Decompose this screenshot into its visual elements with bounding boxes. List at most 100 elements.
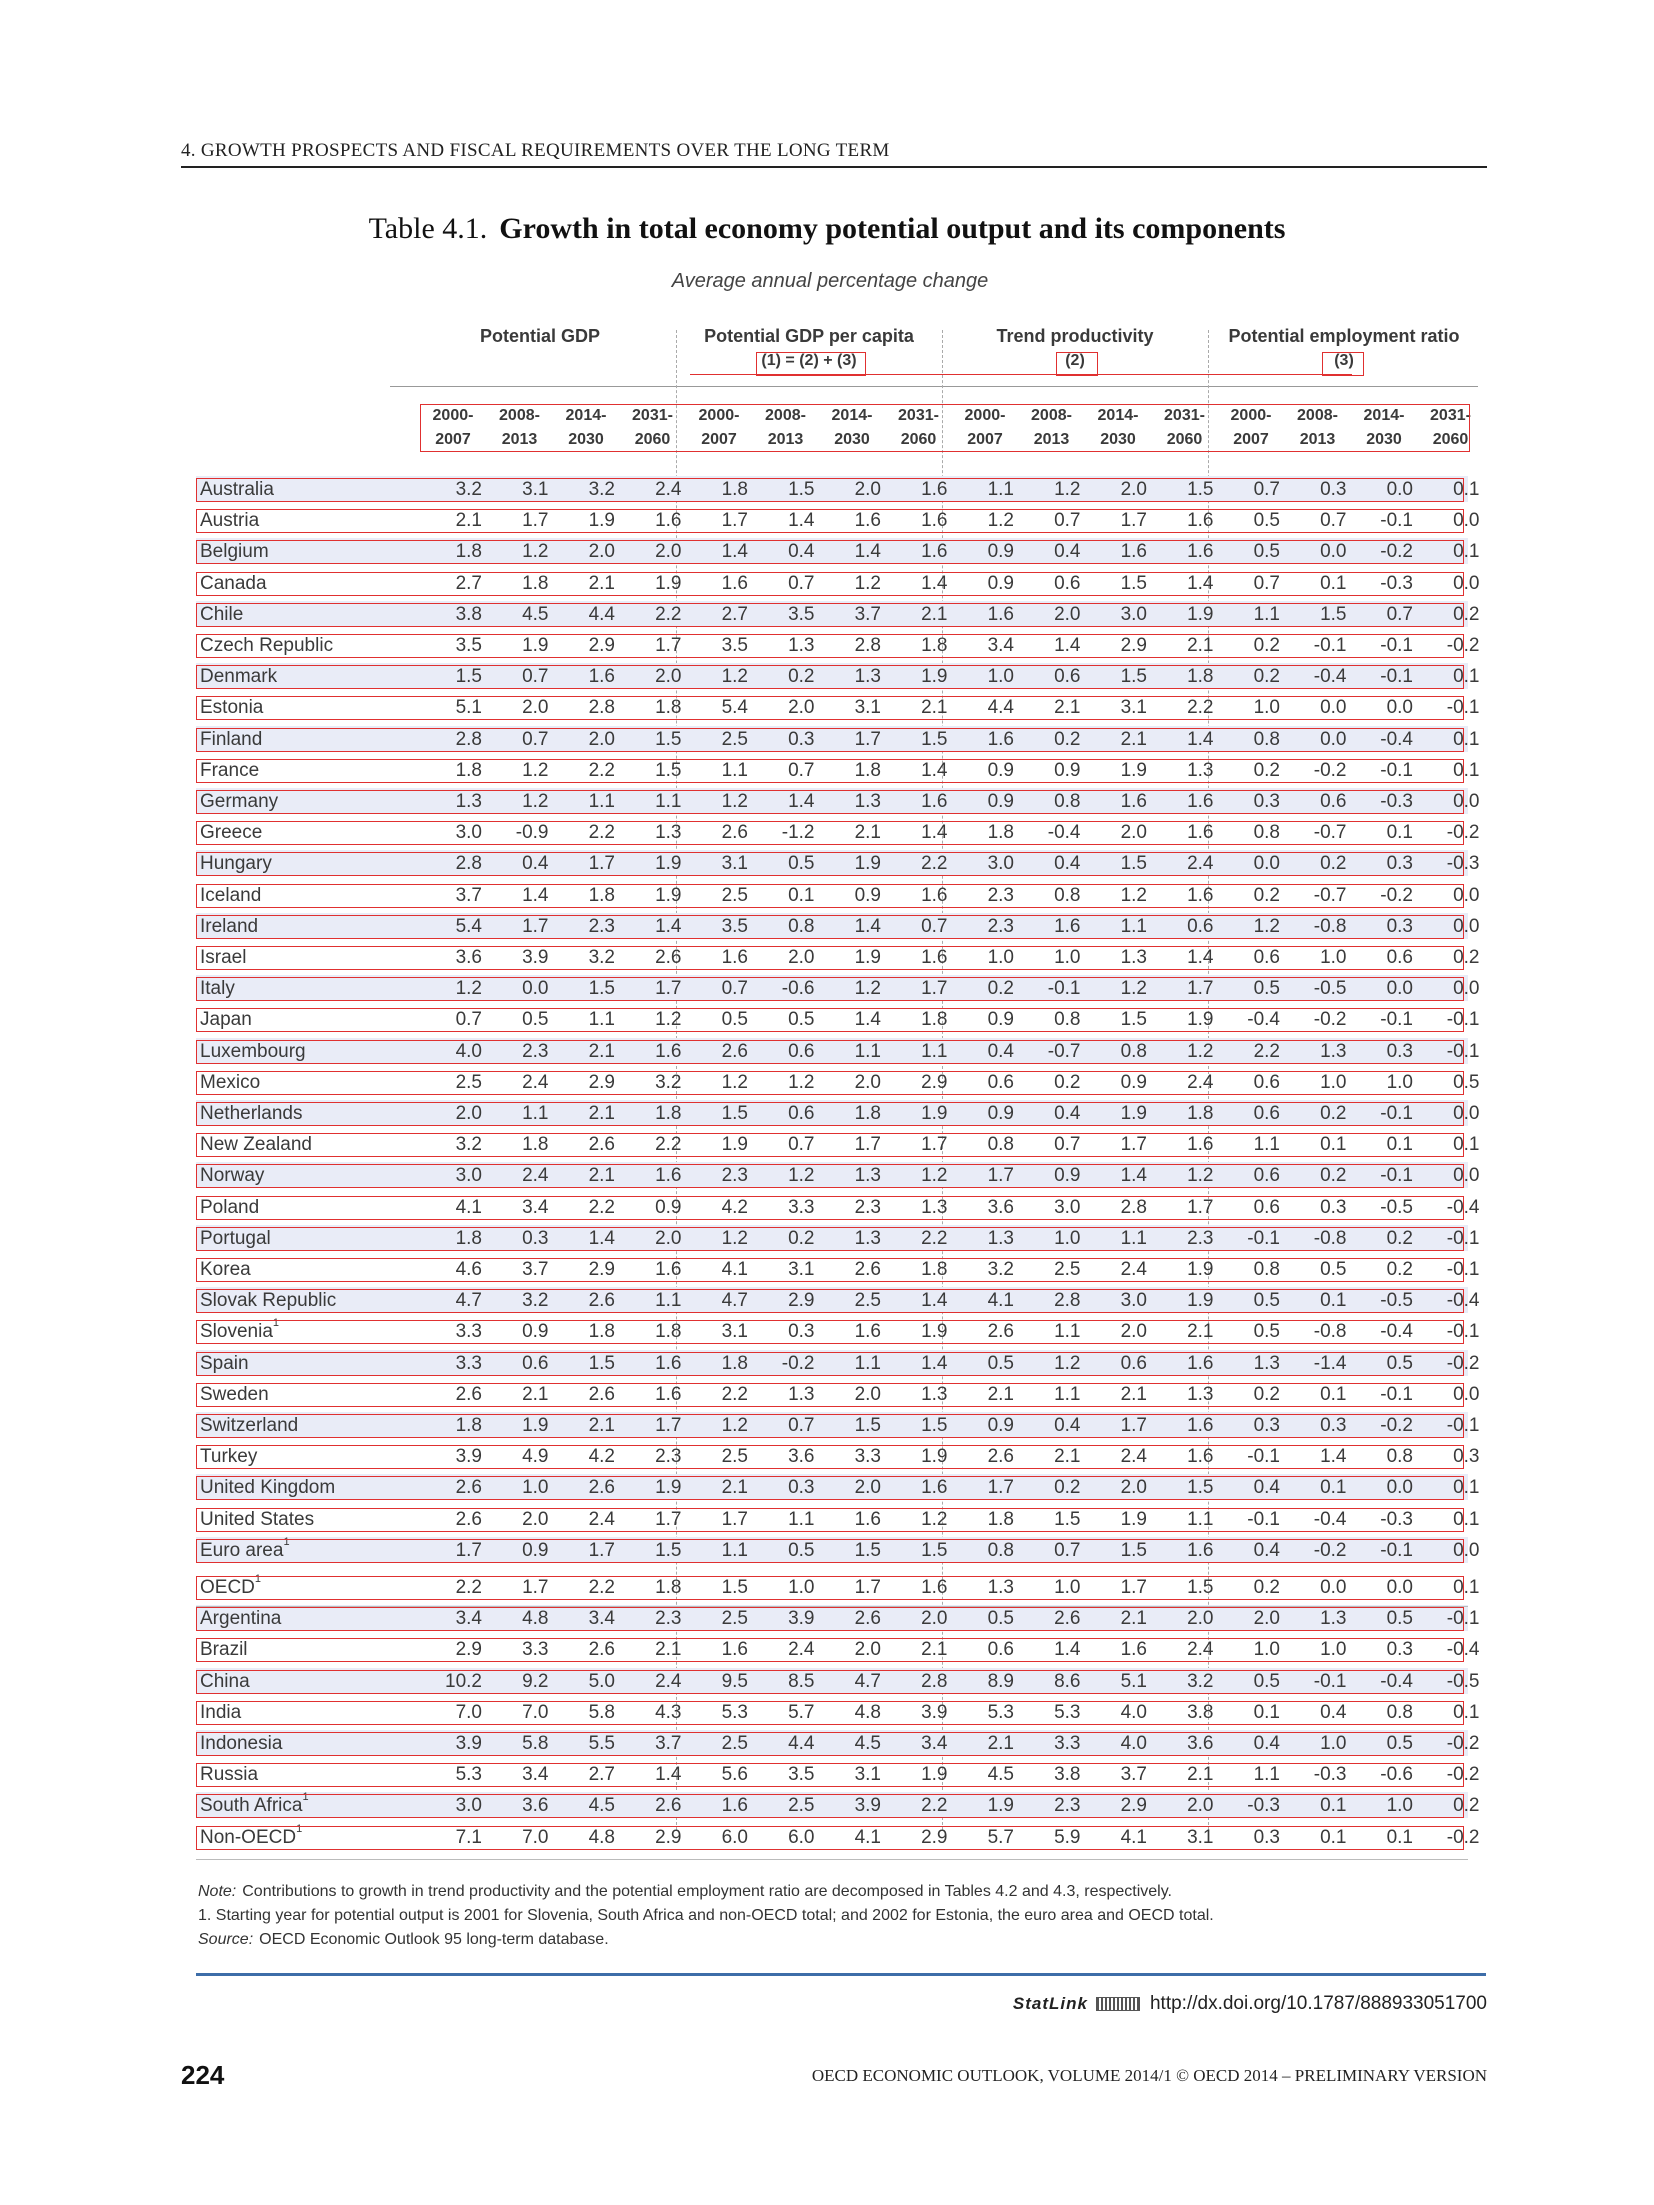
table-cell: 3.3: [854, 1446, 881, 1468]
table-cell: 0.5: [1253, 978, 1280, 1000]
table-cell: -0.7: [1313, 822, 1347, 844]
table-row: Russia 5.3 3.4 2.7 1.4 5.6 3.5 3.1 1.9 4.5 3.8 3.7 2…: [196, 1761, 1480, 1788]
group-header-potential-gdp: Potential GDP: [479, 326, 600, 346]
row-label-text: Slovak Republic: [200, 1290, 337, 1312]
table-cell: 1.6: [655, 510, 682, 532]
row-label: Norway: [200, 1165, 264, 1187]
row-label-text: Russia: [200, 1764, 259, 1786]
row-label-text: Italy: [200, 978, 235, 1000]
period-end: 2007: [967, 431, 1003, 448]
table-cell: 1.8: [588, 884, 615, 906]
table-cell: 0.9: [1054, 759, 1081, 781]
table-cell: 0.1: [1453, 759, 1480, 781]
table-cell: 4.8: [588, 1826, 615, 1848]
table-cell: 1.6: [655, 1165, 682, 1187]
table-cell: 3.2: [455, 479, 482, 500]
table-cell: 4.5: [522, 603, 549, 625]
table-cell: -0.8: [1313, 1321, 1347, 1343]
table-cell: 1.1: [1054, 1321, 1081, 1343]
table-cell: -0.6: [1380, 1764, 1413, 1786]
period-end: 2060: [634, 431, 671, 448]
table-cell: 9.5: [721, 1670, 748, 1692]
table-cell: -0.3: [1247, 1795, 1280, 1817]
table-cell: 2.3: [987, 915, 1014, 937]
table-cell: 0.9: [987, 1103, 1014, 1124]
table-cell: 2.1: [1054, 1446, 1081, 1468]
statlink-logo-icon: [1095, 1996, 1140, 2011]
row-label: France: [200, 760, 259, 782]
table-cell: 2.3: [854, 1196, 881, 1218]
table-cell: 0.1: [1453, 1134, 1480, 1156]
table-row: Chile 3.8 4.5 4.4 2.2 2.7 3.5 3.7 2.1 1.6 2.0 3.0 1.…: [196, 600, 1480, 627]
table-cell: 1.7: [655, 978, 682, 1000]
table-cell: 2.6: [721, 1040, 748, 1062]
table-cell: 3.0: [455, 1795, 482, 1817]
table-cell: -0.1: [1313, 1670, 1347, 1692]
table-cell: 1.6: [854, 510, 881, 532]
table-cell: 1.0: [522, 1477, 549, 1499]
table-cell: 0.6: [1320, 791, 1347, 812]
table-row: Italy 1.2 0.0 1.5 1.7 0.7 -0.6 1.2 1.7 0.2 -0.1 1.2…: [196, 975, 1480, 1002]
period-header: 2031- 2060: [1152, 404, 1218, 452]
table-cell: 2.1: [1120, 1608, 1147, 1630]
period-start: 2014-: [1097, 407, 1139, 424]
period-end: 2007: [435, 431, 471, 448]
table-cell: -0.1: [1380, 759, 1413, 781]
table-cell: 2.9: [588, 635, 615, 656]
table-cell: 0.2: [1320, 1165, 1347, 1187]
table-cell: 2.4: [1120, 1259, 1147, 1280]
notes: Note: Contributions to growth in trend pr…: [198, 1880, 1214, 1952]
table-cell: 5.0: [588, 1670, 615, 1692]
row-label: United Kingdom: [200, 1477, 335, 1499]
table-cell: 1.7: [721, 1508, 748, 1530]
table-bottom-rule: [196, 1858, 1468, 1860]
table-cell: 0.1: [1453, 1508, 1480, 1530]
period-header: 2000- 2007: [952, 404, 1018, 452]
table-cell: 1.2: [721, 1071, 748, 1093]
statlink-url[interactable]: http://dx.doi.org/10.1787/888933051700: [1149, 1993, 1487, 2014]
header-rule: [390, 386, 1478, 387]
table-cell: 3.2: [987, 1259, 1014, 1280]
period-start: 2000-: [432, 407, 474, 424]
table-cell: 3.2: [655, 1071, 682, 1093]
table-cell: 2.1: [588, 1165, 615, 1187]
table-row: Germany 1.3 1.2 1.1 1.1 1.2 1.4 1.3 1.6 0.9 0.8 1.6…: [196, 788, 1480, 814]
table-cell: 0.8: [1054, 1009, 1081, 1031]
table-cell: 2.8: [1120, 1196, 1147, 1218]
table-cell: 0.5: [1253, 1670, 1280, 1692]
table-cell: -0.1: [1380, 1539, 1413, 1561]
table-cell: 0.2: [1054, 1071, 1081, 1093]
period-end: 2007: [1233, 431, 1269, 448]
table-row: United States 2.6 2.0 2.4 1.7 1.7 1.1 1.6 1.2 1.8…: [196, 1506, 1480, 1532]
table-cell: 0.6: [1253, 1165, 1280, 1187]
table-cell: 1.6: [1054, 915, 1081, 937]
table-cell: 0.1: [1453, 1701, 1480, 1723]
table-cell: 1.5: [788, 479, 815, 500]
table-cell: 5.4: [455, 915, 482, 937]
table-cell: -0.1: [1247, 1227, 1280, 1249]
row-label-text: United Kingdom: [200, 1477, 336, 1499]
group-header-gdp-per-capita: Potential GDP per capita: [704, 326, 914, 346]
table-cell: 2.1: [1187, 1321, 1214, 1343]
table-cell: 3.6: [1187, 1733, 1214, 1754]
table-cell: 1.9: [1120, 1103, 1147, 1124]
table-cell: 0.3: [1320, 479, 1347, 500]
table-cell: 3.8: [1054, 1764, 1081, 1786]
table-cell: 0.9: [987, 541, 1014, 563]
table-cell: 2.5: [721, 1733, 748, 1754]
table-cell: 2.2: [588, 822, 615, 844]
table-cell: 2.7: [721, 603, 748, 625]
table-cell: 0.1: [1453, 666, 1480, 688]
table-cell: 2.7: [455, 572, 482, 594]
period-header: 2000- 2007: [420, 404, 486, 452]
row-label: OECD1: [200, 1573, 261, 1599]
table-cell: 4.4: [588, 603, 615, 625]
table-row: Denmark 1.5 0.7 1.6 2.0 1.2 0.2 1.3 1.9 1.0 0.6 1.5…: [196, 663, 1480, 690]
table-cell: 3.6: [455, 947, 482, 968]
table-cell: 1.8: [588, 1321, 615, 1343]
table-cell: 1.9: [921, 1103, 948, 1124]
table-cell: 3.9: [788, 1608, 815, 1630]
row-label: Slovenia1: [200, 1317, 279, 1343]
table-cell: 1.9: [522, 635, 549, 656]
row-label-text: Luxembourg: [200, 1040, 306, 1062]
